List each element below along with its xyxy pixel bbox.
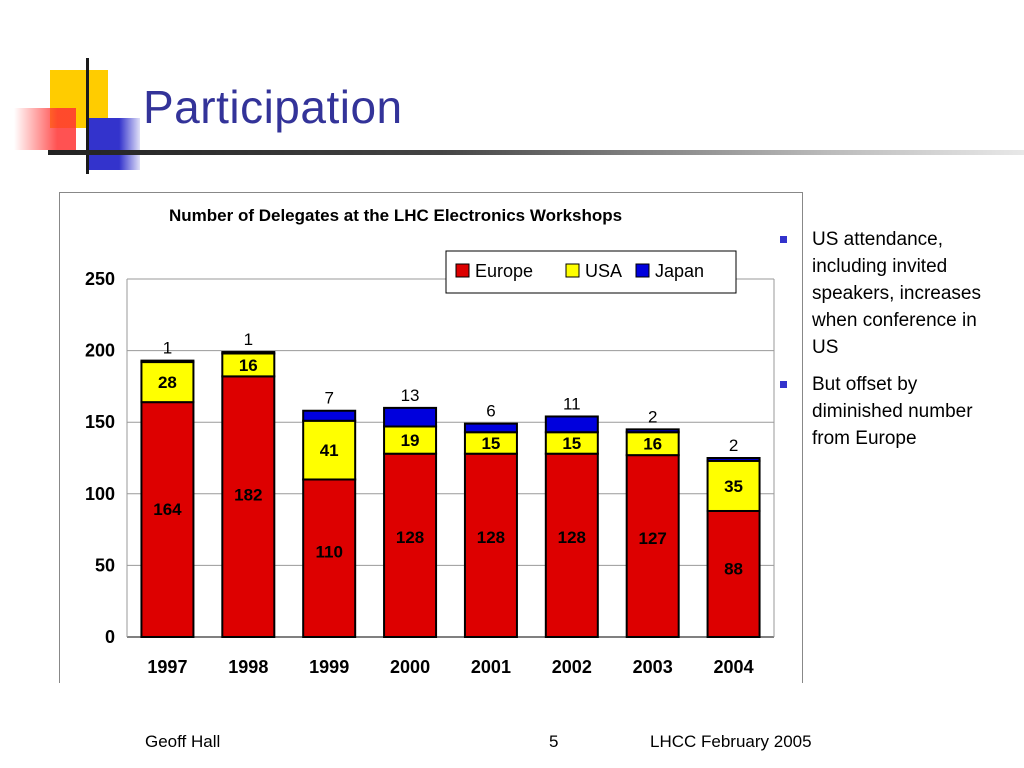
- legend-swatch-usa: [565, 263, 580, 278]
- bar-europe-1999: [302, 478, 357, 639]
- bar-europe-2004: [706, 509, 761, 639]
- data-label-japan: 7: [324, 389, 333, 408]
- deco-blue-square: [88, 118, 140, 170]
- data-label-europe: 88: [724, 560, 743, 579]
- bar-japan-2001: [463, 422, 518, 434]
- legend-box: [445, 250, 737, 294]
- chart-frame: Number of Delegates at the LHC Electroni…: [59, 192, 803, 683]
- bar-japan-1999: [302, 409, 357, 422]
- y-tick-label: 0: [105, 627, 115, 647]
- data-label-usa: 28: [158, 373, 177, 392]
- bullet-text: US attendance, including invited speaker…: [812, 229, 981, 358]
- data-label-japan: 2: [648, 407, 657, 426]
- bar-usa-1999: [302, 419, 357, 481]
- data-label-europe: 182: [234, 486, 262, 505]
- y-tick-label: 200: [85, 341, 115, 361]
- bar-europe-2001: [463, 452, 518, 639]
- bar-japan-2000: [383, 406, 438, 428]
- data-label-europe: 164: [153, 500, 182, 519]
- bullet-text: But offset by diminished number from Eur…: [812, 374, 973, 449]
- bar-europe-1997: [140, 401, 195, 638]
- bullet-item: US attendance, including invited speaker…: [778, 226, 1008, 361]
- deco-vertical-line: [86, 58, 89, 174]
- x-tick-label: 2001: [471, 657, 511, 677]
- bar-europe-1998: [221, 375, 276, 638]
- bar-japan-1997: [140, 359, 195, 364]
- data-label-usa: 16: [643, 435, 662, 454]
- x-tick-label: 2000: [390, 657, 430, 677]
- footer-page-number: 5: [549, 732, 559, 751]
- bar-japan-1998: [221, 351, 276, 355]
- footer-author: Geoff Hall: [145, 732, 221, 751]
- data-label-japan: 6: [486, 402, 495, 421]
- data-label-europe: 128: [396, 528, 424, 547]
- data-label-europe: 110: [315, 542, 342, 561]
- title-underline: [48, 150, 1024, 155]
- delegates-chart: Number of Delegates at the LHC Electroni…: [85, 206, 775, 677]
- legend-label-europe: Europe: [475, 261, 533, 281]
- legend-swatch-japan: [635, 263, 650, 278]
- y-tick-label: 150: [85, 412, 115, 432]
- bar-japan-2004: [706, 457, 761, 462]
- bar-japan-2003: [625, 428, 680, 434]
- y-tick-label: 100: [85, 484, 115, 504]
- y-tick-label: 250: [85, 269, 115, 289]
- deco-red-square: [14, 108, 76, 150]
- data-label-usa: 15: [562, 434, 581, 453]
- bar-usa-1997: [140, 361, 195, 404]
- legend-label-japan: Japan: [655, 261, 704, 281]
- bar-usa-2004: [706, 459, 761, 512]
- bar-europe-2003: [625, 454, 680, 638]
- bullet-list: US attendance, including invited speaker…: [778, 226, 1008, 462]
- data-label-usa: 15: [481, 434, 500, 453]
- y-tick-label: 50: [95, 555, 115, 575]
- data-label-europe: 128: [558, 528, 586, 547]
- data-label-japan: 1: [244, 330, 253, 349]
- bar-usa-2000: [383, 425, 438, 455]
- square-bullet-icon: [780, 381, 787, 388]
- data-label-usa: 41: [320, 441, 339, 460]
- data-label-japan: 1: [163, 339, 172, 358]
- bar-europe-2000: [383, 452, 438, 639]
- slide-title: Participation: [143, 81, 403, 133]
- data-label-japan: 11: [563, 394, 581, 413]
- data-label-europe: 127: [639, 529, 667, 548]
- chart-title: Number of Delegates at the LHC Electroni…: [169, 206, 622, 225]
- data-label-japan: 13: [401, 386, 420, 405]
- data-label-europe: 128: [477, 528, 505, 547]
- x-tick-label: 2002: [552, 657, 592, 677]
- data-label-usa: 35: [724, 477, 743, 496]
- data-label-usa: 19: [401, 431, 420, 450]
- x-tick-label: 2004: [714, 657, 754, 677]
- x-tick-label: 1998: [228, 657, 268, 677]
- legend-label-usa: USA: [585, 261, 622, 281]
- square-bullet-icon: [780, 236, 787, 243]
- legend-swatch-europe: [455, 263, 470, 278]
- data-label-usa: 16: [239, 356, 258, 375]
- data-label-japan: 2: [729, 436, 738, 455]
- x-tick-label: 1999: [309, 657, 349, 677]
- x-tick-label: 1997: [147, 657, 187, 677]
- footer-event: LHCC February 2005: [650, 732, 812, 751]
- bar-japan-2002: [544, 415, 599, 434]
- x-tick-label: 2003: [633, 657, 673, 677]
- bullet-item: But offset by diminished number from Eur…: [778, 371, 1008, 452]
